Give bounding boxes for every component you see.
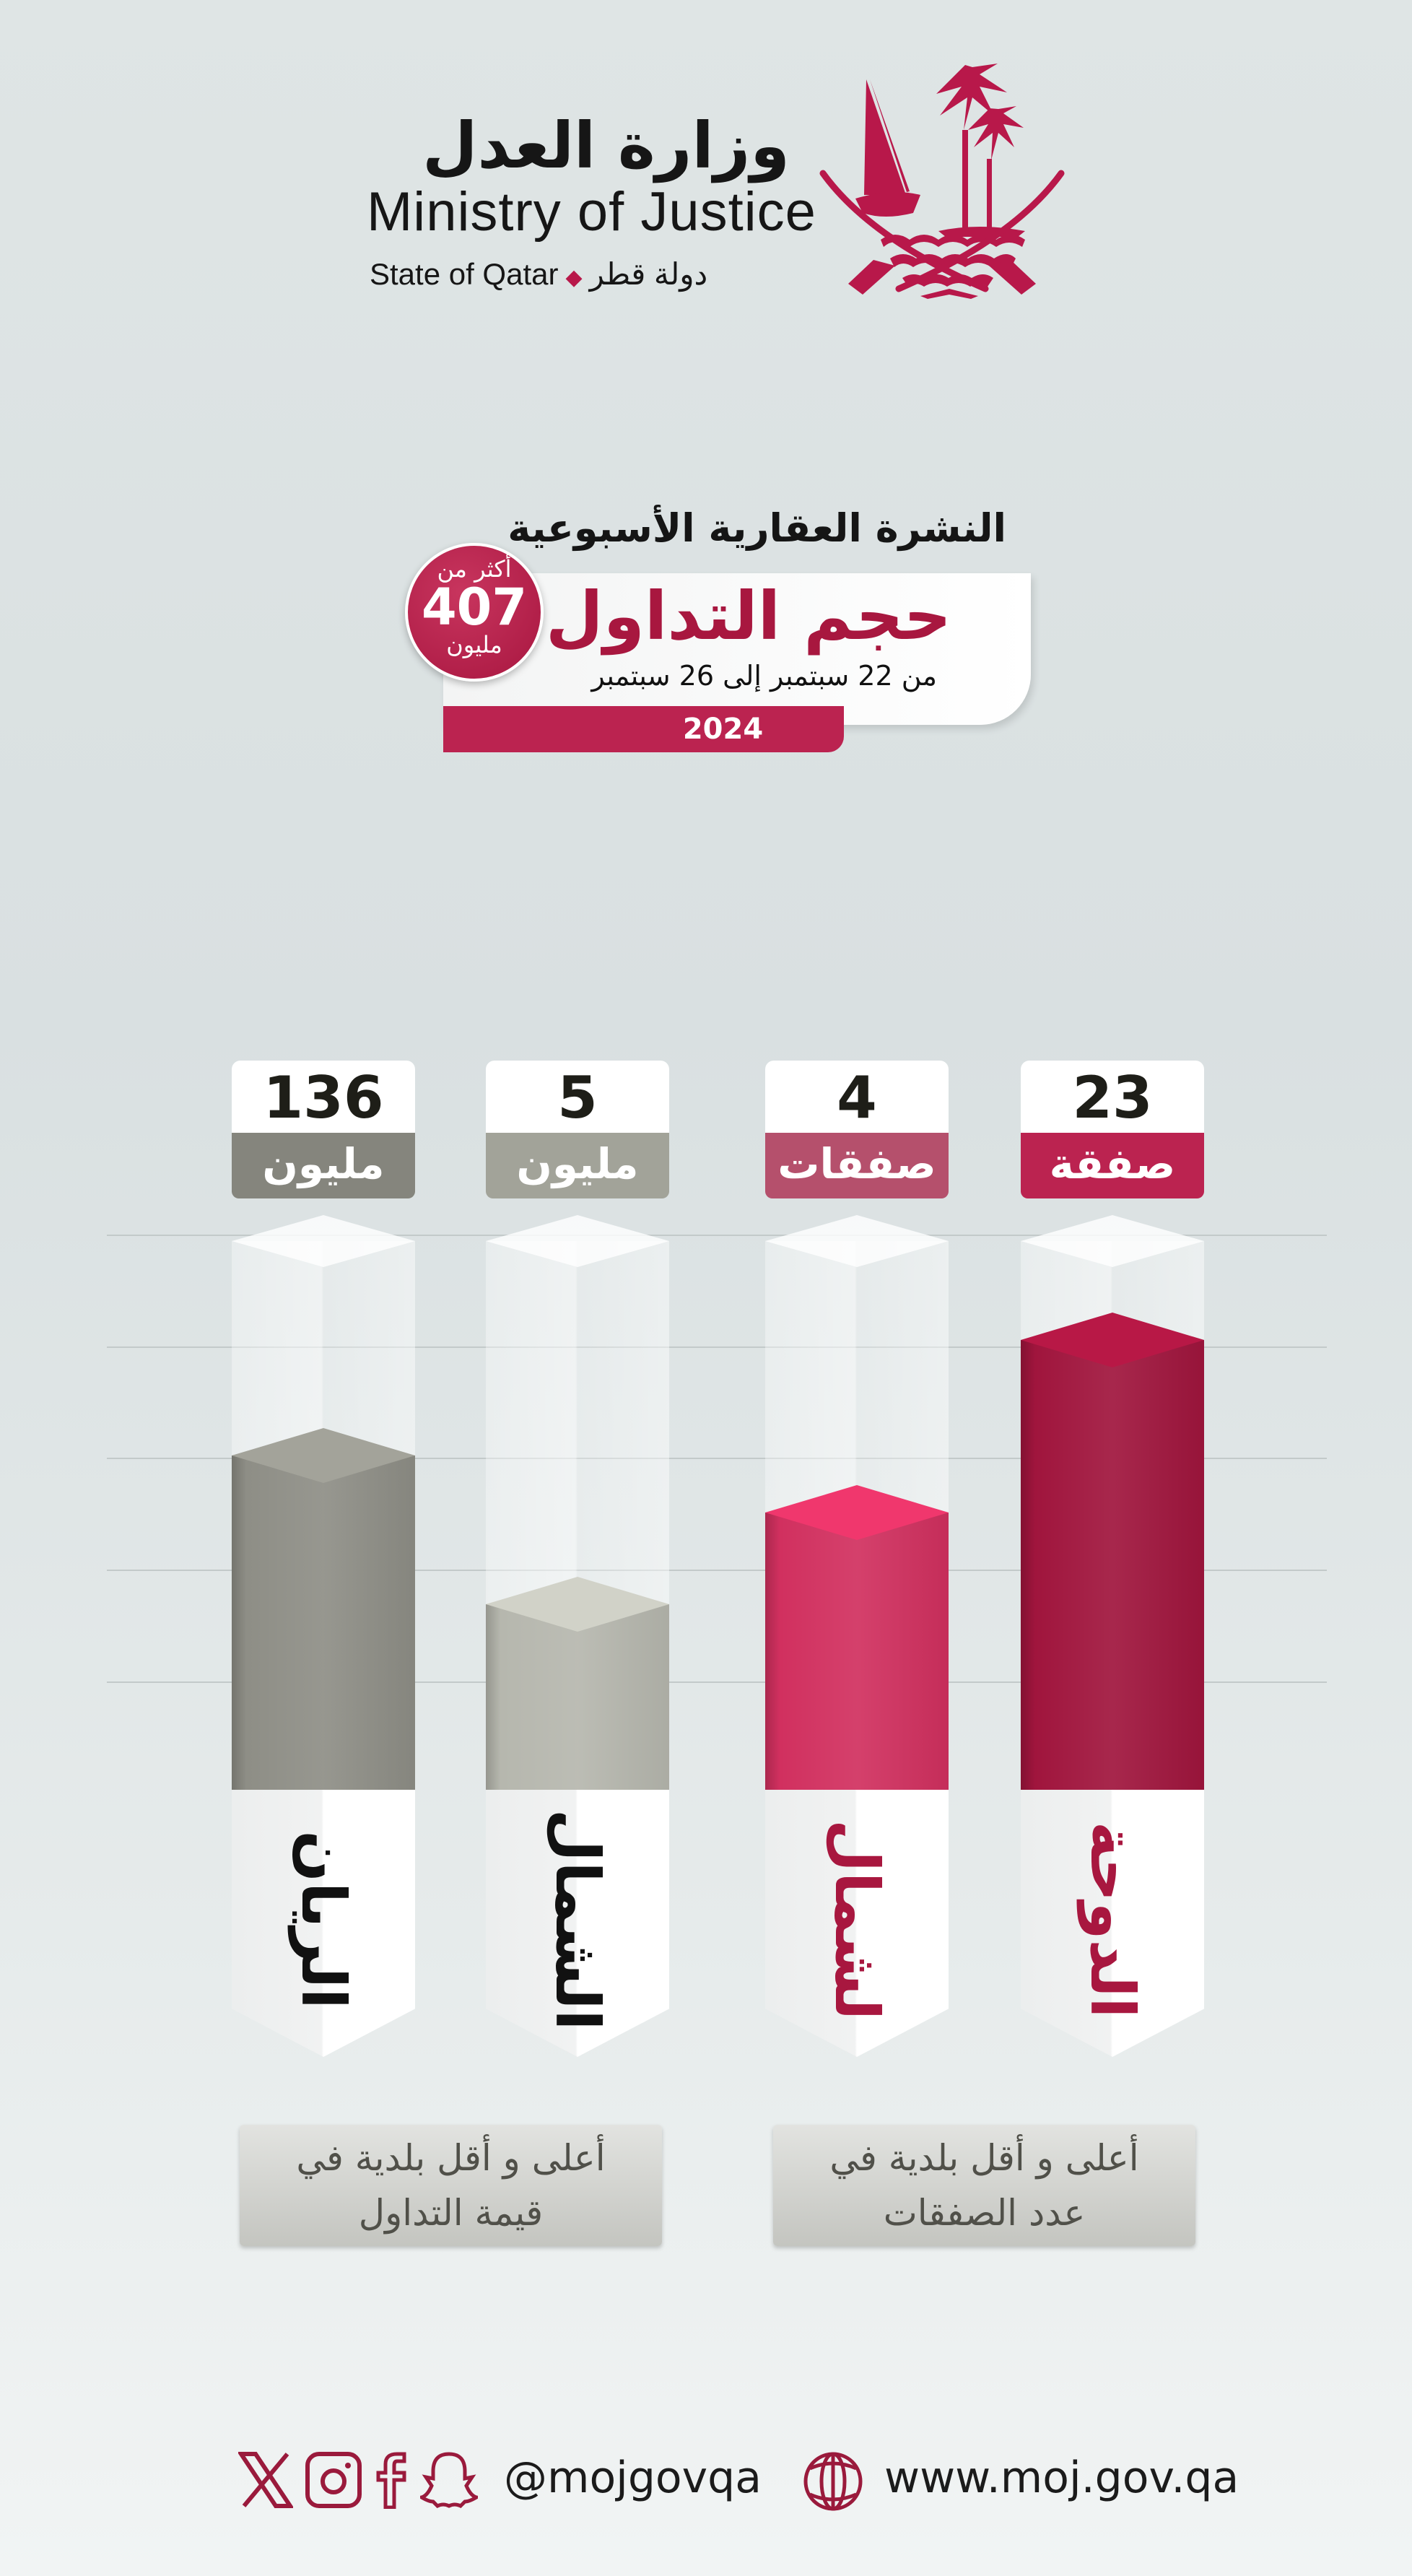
diamond-separator-icon: ◆ xyxy=(565,266,583,290)
bar-value-label: 5 xyxy=(486,1061,669,1133)
ministry-name-english: Ministry of Justice xyxy=(367,181,816,243)
bar-base xyxy=(232,1790,415,2057)
bar-unit-label: صفقات xyxy=(765,1133,949,1198)
ministry-emblem-logo xyxy=(819,64,1065,299)
state-line: State of Qatar ◆ دولة قطر xyxy=(370,256,707,292)
bar-value-label: 23 xyxy=(1021,1061,1204,1133)
municipality-label: الريان xyxy=(288,1830,359,2009)
caption-line: قيمة التداول xyxy=(358,2192,544,2234)
caption-deal-count: أعلى و أقل بلدية في عدد الصفقات xyxy=(773,2125,1195,2246)
x-icon[interactable] xyxy=(238,2451,293,2509)
year-banner: 2024 xyxy=(443,706,844,752)
title-card: حجم التداول من 22 سبتمبر إلى 26 سبتمبر xyxy=(443,573,1031,725)
bar-fill xyxy=(765,1513,949,1790)
bar-unit-label: مليون xyxy=(232,1133,415,1198)
bar-fill xyxy=(232,1455,415,1790)
badge-unit: مليون xyxy=(446,631,502,658)
municipality-label: الشمال xyxy=(542,1809,613,2031)
date-range: من 22 سبتمبر إلى 26 سبتمبر xyxy=(591,660,937,692)
facebook-icon[interactable] xyxy=(375,2451,407,2509)
caption-line: أعلى و أقل بلدية في xyxy=(296,2137,606,2179)
gridline xyxy=(107,1235,1327,1236)
state-arabic: دولة قطر xyxy=(589,257,708,291)
snapchat-icon[interactable] xyxy=(420,2451,478,2509)
bar-value-label: 4 xyxy=(765,1061,949,1133)
gridline xyxy=(107,1346,1327,1348)
bar-base xyxy=(1021,1790,1204,2057)
state-english: State of Qatar xyxy=(370,257,559,291)
badge-value: 407 xyxy=(421,578,528,637)
gridline xyxy=(107,1681,1327,1683)
bar-column: 5 مليون الشمال xyxy=(486,1061,669,2057)
bar-column: 136 مليون الريان xyxy=(232,1061,415,2057)
bar-column: 4 صفقات لشمال xyxy=(765,1061,949,2057)
bar-value-label: 136 xyxy=(232,1061,415,1133)
globe-icon xyxy=(803,2452,863,2511)
bar-unit-label: مليون xyxy=(486,1133,669,1198)
bar-unit-label: صفقة xyxy=(1021,1133,1204,1198)
bar-fill xyxy=(1021,1340,1204,1790)
gridline xyxy=(107,1458,1327,1459)
instagram-icon[interactable] xyxy=(305,2451,362,2509)
bar-fill xyxy=(486,1604,669,1790)
main-title: حجم التداول xyxy=(545,578,951,655)
ministry-name-arabic: وزارة العدل xyxy=(422,108,790,183)
bar-column: 23 صفقة الدوحة xyxy=(1021,1061,1204,2057)
total-badge: أكثر من 407 مليون xyxy=(405,543,544,682)
gridline xyxy=(107,1570,1327,1571)
caption-line: عدد الصفقات xyxy=(883,2192,1086,2234)
municipality-label: الدوحة xyxy=(1077,1821,1148,2019)
bulletin-title: النشرة العقارية الأسبوعية xyxy=(507,505,1006,551)
bar-base xyxy=(486,1790,669,2057)
municipality-label: لشمال xyxy=(822,1819,892,2020)
website-link[interactable]: www.moj.gov.qa xyxy=(884,2453,1239,2503)
caption-line: أعلى و أقل بلدية في xyxy=(829,2137,1139,2179)
badge-prefix: أكثر من xyxy=(437,555,512,583)
bar-base xyxy=(765,1790,949,2057)
caption-trading-value: أعلى و أقل بلدية في قيمة التداول xyxy=(240,2125,662,2246)
year-label: 2024 xyxy=(682,713,764,746)
social-handle[interactable]: @mojgovqa xyxy=(504,2453,762,2503)
